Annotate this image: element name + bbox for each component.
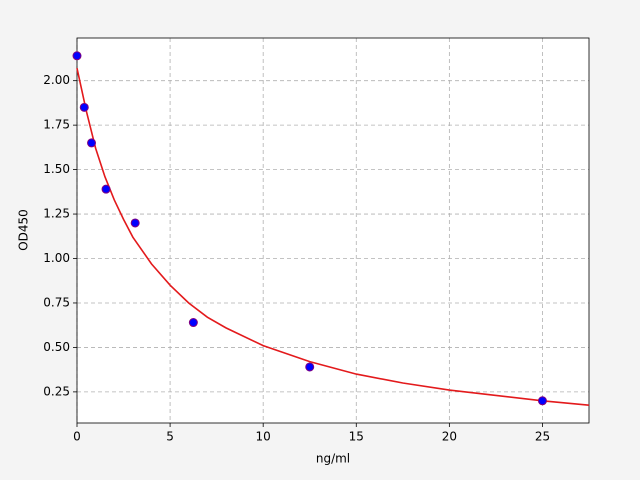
x-tick-label: 20 [442, 430, 457, 444]
x-tick-label: 10 [256, 430, 271, 444]
y-tick-label: 0.75 [43, 295, 70, 309]
x-tick-label: 15 [349, 430, 364, 444]
x-tick-label: 0 [73, 430, 81, 444]
y-tick-label: 1.75 [43, 118, 70, 132]
y-tick-label: 1.50 [43, 162, 70, 176]
data-point [188, 318, 198, 328]
x-tick-label: 25 [535, 430, 550, 444]
data-point [87, 138, 97, 148]
y-tick-label: 1.25 [43, 207, 70, 221]
data-point [101, 184, 111, 194]
x-axis-label: ng/ml [316, 452, 350, 466]
y-axis-label: OD450 [17, 209, 31, 251]
data-point [79, 102, 89, 112]
plot-frame [76, 37, 590, 424]
y-tick-label: 0.25 [43, 384, 70, 398]
y-tick-label: 0.50 [43, 340, 70, 354]
fit-curve [76, 68, 590, 407]
x-tick-label: 5 [166, 430, 174, 444]
y-tick-label: 1.00 [43, 251, 70, 265]
data-point [72, 51, 82, 61]
plot-area [77, 38, 589, 423]
data-point [305, 362, 315, 372]
data-point [130, 218, 140, 228]
data-point [537, 396, 547, 406]
y-tick-label: 2.00 [43, 73, 70, 87]
